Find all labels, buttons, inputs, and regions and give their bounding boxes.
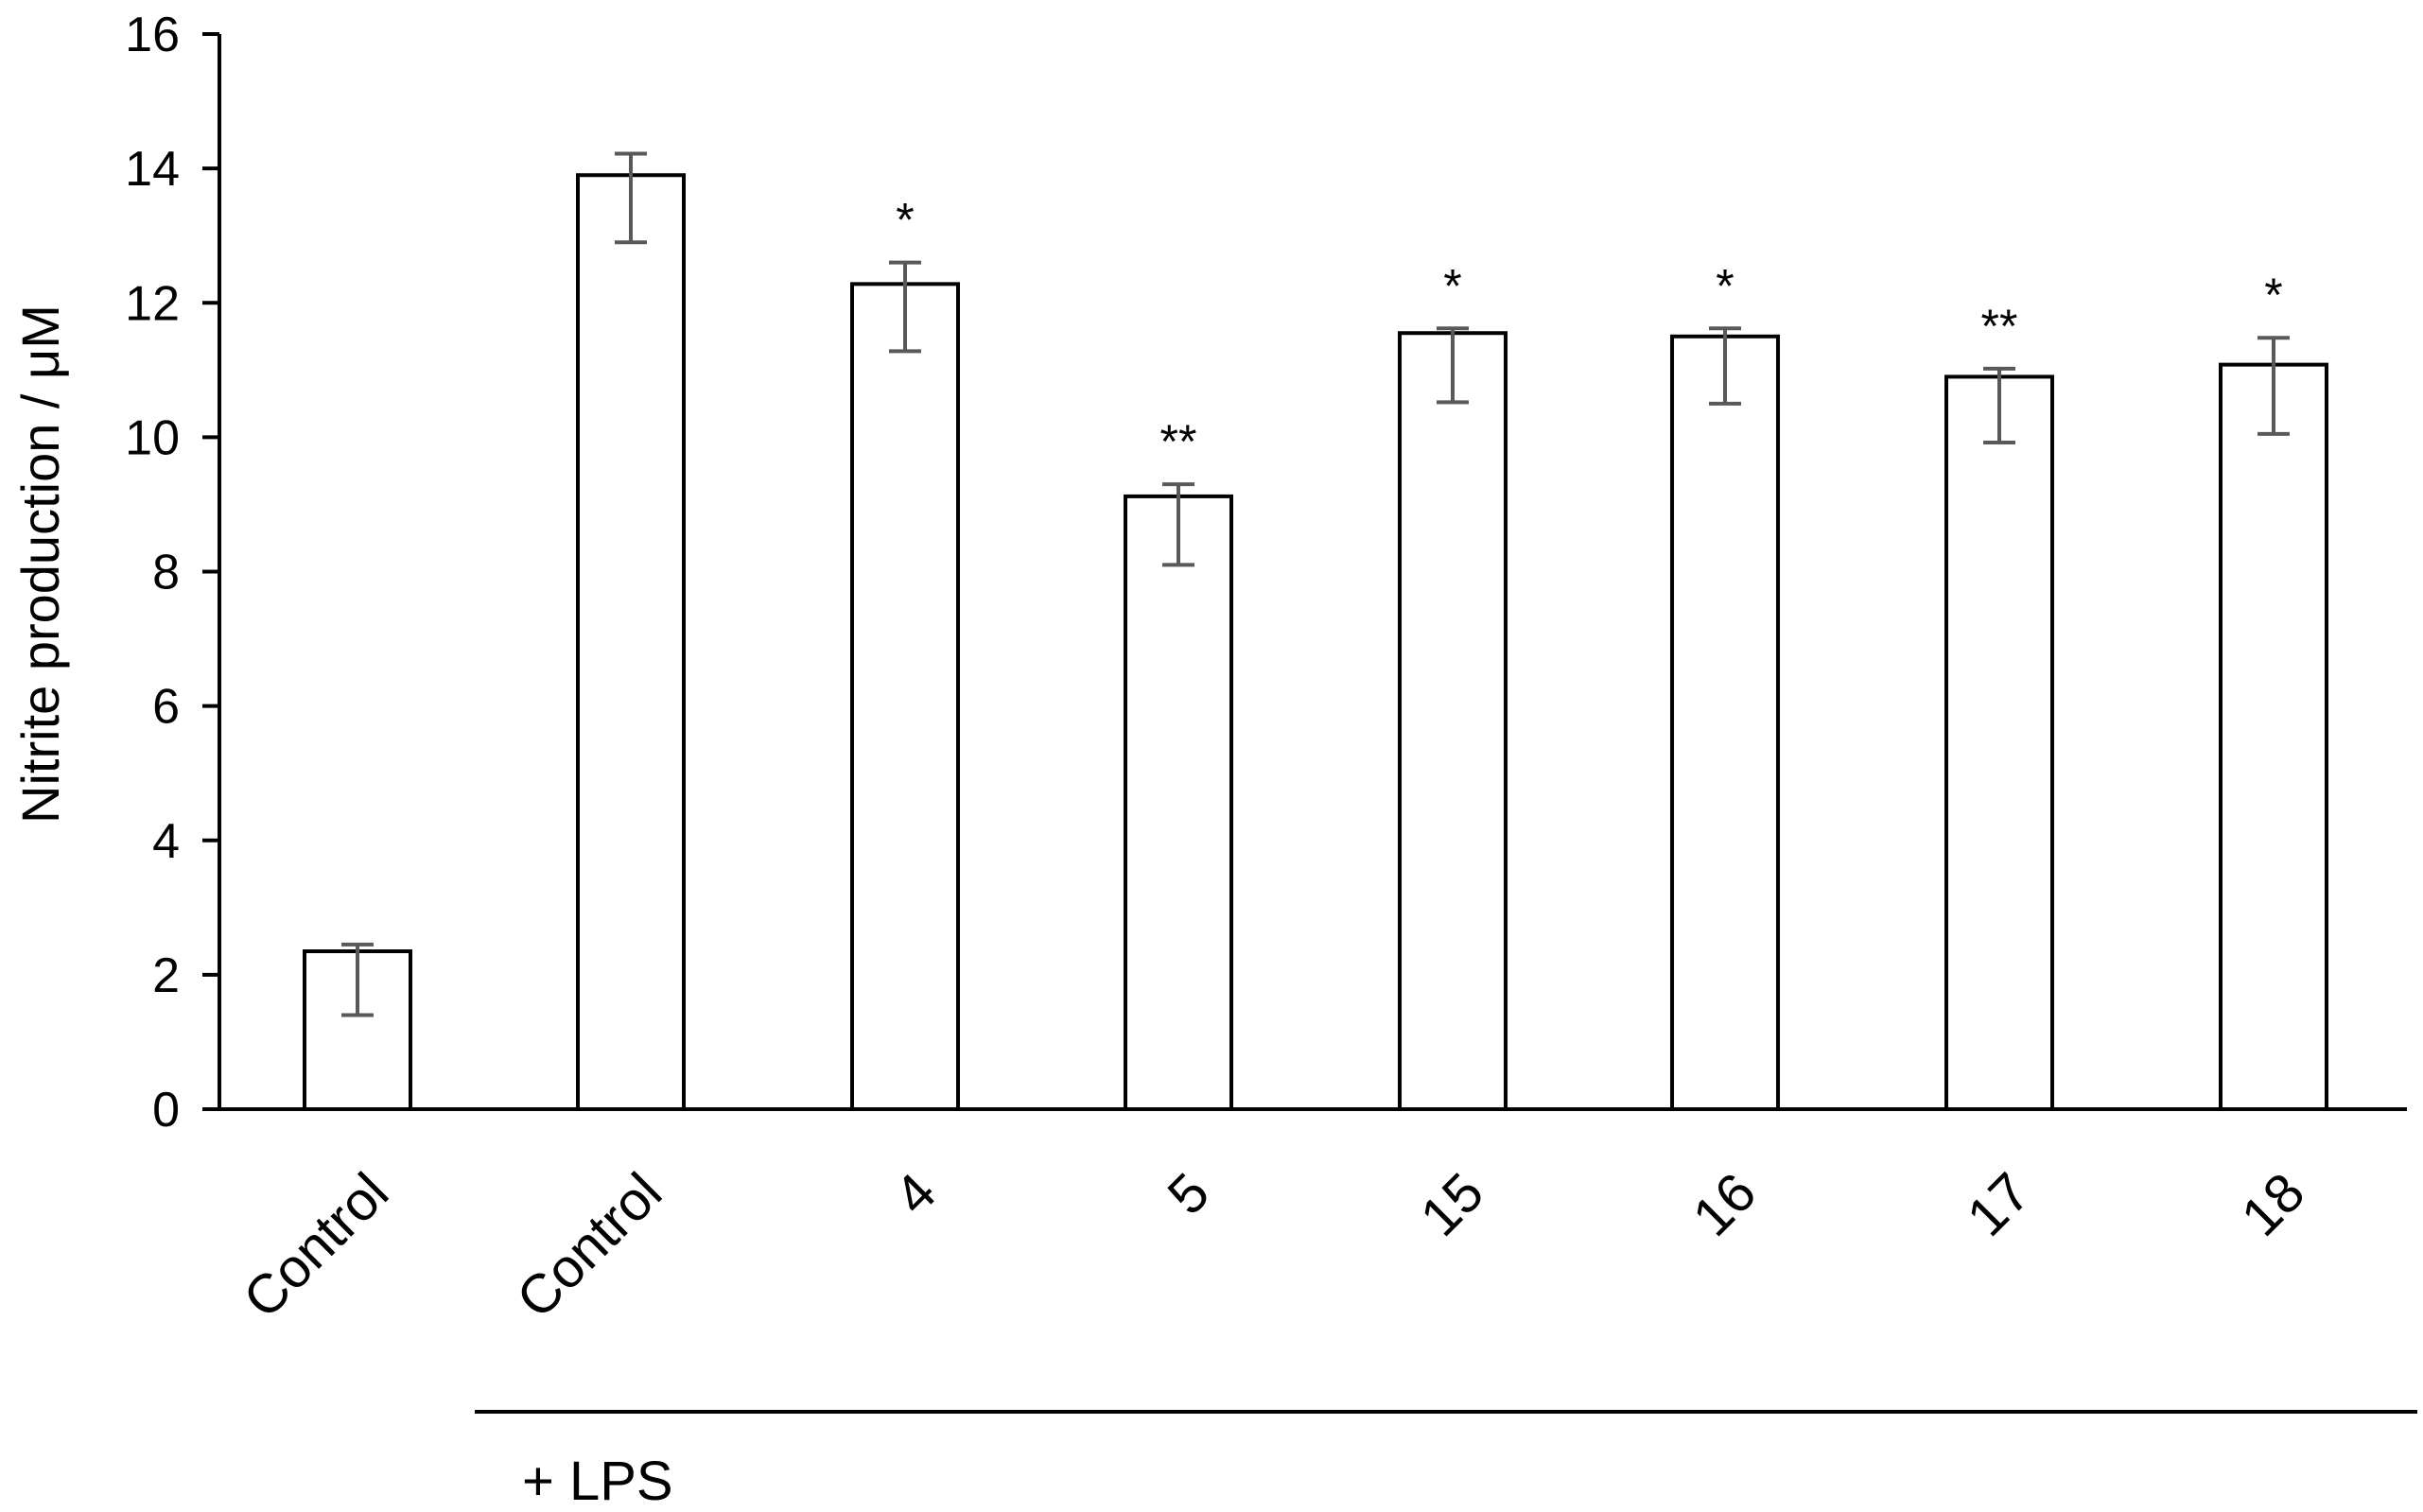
bar — [2219, 362, 2328, 1111]
significance-marker: * — [1443, 259, 1461, 312]
bar — [1670, 334, 1780, 1111]
x-category-label: 16 — [1682, 1161, 1769, 1248]
significance-marker: * — [896, 194, 914, 247]
y-tick-label: 2 — [152, 948, 180, 1003]
significance-marker: * — [1716, 259, 1734, 312]
y-tick-label: 6 — [152, 680, 180, 735]
significance-labels: **** **** — [896, 194, 2282, 469]
bar — [1398, 331, 1508, 1111]
bar — [1944, 374, 2054, 1111]
bars — [303, 173, 2328, 1112]
y-tick-label: 0 — [152, 1083, 180, 1138]
y-axis-ticks: 0 2 4 6 8 10 12 14 16 — [125, 8, 219, 1138]
x-category-label: 17 — [1956, 1161, 2043, 1248]
x-category-label: Control — [505, 1161, 673, 1330]
x-axis-labels: Control Control 4 5 15 16 17 18 — [232, 1161, 2316, 1330]
y-tick-label: 4 — [152, 814, 180, 869]
x-category-label: Control — [232, 1161, 400, 1330]
x-category-label: 15 — [1409, 1161, 1496, 1248]
y-axis-label: Nitrite production / μM — [10, 304, 70, 824]
bar — [1124, 494, 1233, 1111]
bar — [850, 282, 960, 1112]
error-bars — [341, 151, 2290, 1017]
y-tick-label: 10 — [125, 410, 180, 465]
x-category-label: 4 — [882, 1161, 948, 1226]
significance-marker: ** — [1981, 300, 2018, 353]
y-tick-label: 14 — [125, 142, 180, 197]
y-tick-label: 16 — [125, 8, 180, 62]
y-tick-label: 12 — [125, 276, 180, 331]
significance-marker: ** — [1160, 415, 1197, 468]
x-category-label: 5 — [1156, 1161, 1221, 1226]
significance-marker: * — [2264, 269, 2282, 322]
bar — [576, 173, 686, 1111]
y-tick-label: 8 — [152, 546, 180, 600]
x-category-label: 18 — [2230, 1161, 2317, 1248]
lps-group-label: + LPS — [522, 1451, 673, 1512]
